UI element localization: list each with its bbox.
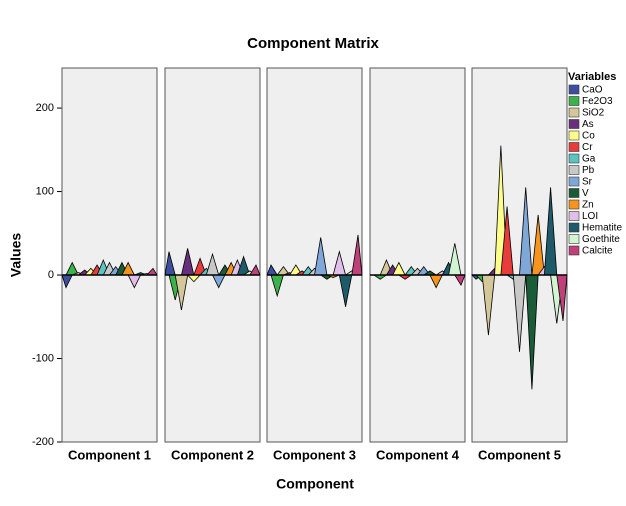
x-axis-label: Component [276,476,354,492]
chart-title: Component Matrix [247,35,379,52]
legend-label: Sr [582,177,593,188]
legend-label: Calcite [582,246,613,257]
x-tick-label: Component 4 [376,447,460,462]
legend-swatch [568,222,580,233]
legend-swatch [568,188,580,198]
legend-swatch [568,119,580,129]
y-tick-label: 0 [48,269,54,281]
legend-label: CaO [582,85,603,96]
legend-swatch [568,107,580,118]
y-tick-label: -200 [32,436,54,448]
x-tick-label: Component 3 [273,447,356,462]
legend-label: Co [582,131,595,142]
legend-swatch [568,130,580,141]
legend-label: Hematite [582,223,622,234]
legend-swatch [568,234,580,244]
legend-label: SiO2 [582,108,605,119]
legend-swatch [568,96,580,106]
legend-swatch [568,84,580,95]
y-axis-label: Values [8,233,24,278]
panel [61,67,158,443]
x-tick-label: Component 5 [478,447,561,462]
panel [369,67,466,443]
legend-swatch [568,142,580,152]
legend-label: V [582,188,589,199]
legend-label: LOI [582,211,598,222]
legend-title: Variables [568,71,616,83]
y-tick-label: -100 [32,352,54,364]
legend-label: Zn [582,200,594,211]
legend-label: Fe2O3 [582,96,613,107]
y-tick-label: 200 [36,102,54,114]
y-tick-label: 100 [36,185,54,197]
panel [266,67,363,443]
legend-swatch [568,199,580,210]
legend-label: Cr [582,142,593,153]
x-tick-label: Component 2 [171,447,254,462]
legend-label: Goethite [582,234,620,245]
legend-swatch [568,245,580,256]
legend-label: Pb [582,165,595,176]
legend-label: Ga [582,154,596,165]
legend-swatch [568,211,580,221]
x-tick-label: Component 1 [68,447,151,462]
legend-swatch [568,153,580,164]
legend-label: As [582,119,594,130]
legend-swatch [568,165,580,175]
legend-swatch [568,176,580,187]
